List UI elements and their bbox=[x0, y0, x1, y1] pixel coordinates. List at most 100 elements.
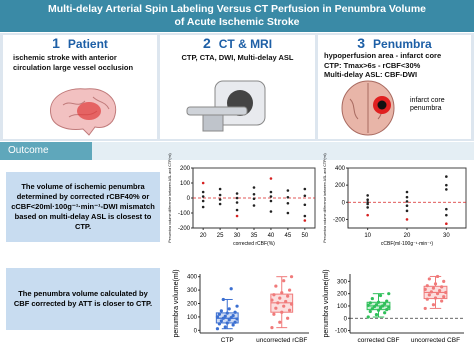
y-tick-label: 300 bbox=[187, 288, 198, 294]
y-tick-label: 300 bbox=[337, 279, 348, 285]
panel-header: 3 Penumbra bbox=[318, 35, 471, 51]
point bbox=[218, 193, 222, 197]
point bbox=[278, 320, 282, 324]
point bbox=[378, 293, 383, 298]
point bbox=[223, 314, 227, 318]
panel-title: Penumbra bbox=[373, 37, 432, 51]
point bbox=[287, 308, 292, 312]
point bbox=[431, 286, 436, 290]
x-axis-label: corrected rCBF(%) bbox=[233, 241, 275, 247]
point bbox=[366, 303, 370, 307]
y-axis-label: Penumbra volume difference between ASL a… bbox=[323, 153, 327, 242]
point bbox=[235, 214, 239, 218]
y-tick-label: 200 bbox=[337, 292, 348, 298]
point bbox=[442, 295, 446, 299]
chart: 0 100 200 300 400 penumbra volume(ml) CTP uncor… bbox=[173, 269, 309, 344]
point bbox=[368, 301, 372, 305]
point bbox=[425, 297, 429, 301]
point bbox=[376, 308, 381, 312]
panel-title: CT & MRI bbox=[218, 37, 273, 51]
point bbox=[381, 304, 385, 308]
point bbox=[289, 275, 294, 279]
point bbox=[405, 204, 409, 208]
y-tick-label: 0 bbox=[187, 196, 191, 202]
annotation: infarct core bbox=[410, 97, 445, 104]
brain-icon bbox=[50, 88, 117, 136]
point bbox=[368, 309, 372, 314]
point bbox=[385, 299, 389, 303]
x-tick-label: corrected CBF bbox=[358, 337, 400, 344]
point bbox=[405, 200, 409, 203]
point bbox=[217, 322, 222, 326]
y-tick-label: 400 bbox=[187, 275, 198, 281]
point bbox=[274, 284, 278, 288]
point bbox=[378, 306, 383, 310]
panel-header: 2 CT & MRI bbox=[160, 35, 315, 51]
point bbox=[252, 204, 256, 207]
point bbox=[201, 205, 205, 209]
point bbox=[218, 198, 222, 201]
title-line: of Acute Ischemic Stroke bbox=[174, 16, 300, 28]
point bbox=[286, 201, 290, 205]
point bbox=[280, 310, 284, 314]
point bbox=[303, 194, 307, 198]
point bbox=[370, 296, 374, 301]
point bbox=[303, 219, 307, 222]
point bbox=[218, 187, 222, 191]
point bbox=[282, 279, 286, 283]
point bbox=[272, 312, 276, 316]
point bbox=[366, 206, 369, 209]
point bbox=[219, 319, 223, 323]
point bbox=[286, 316, 290, 320]
panel-text: hypoperfusion area - infarct core bbox=[324, 51, 442, 60]
scanner-icon bbox=[186, 80, 266, 132]
point bbox=[431, 303, 436, 307]
point bbox=[201, 195, 205, 198]
point bbox=[366, 200, 369, 204]
panel-text: CTP: Tmax>6s - rCBF<30% bbox=[324, 60, 421, 70]
point bbox=[445, 183, 448, 187]
point bbox=[252, 192, 256, 196]
point bbox=[223, 325, 227, 329]
point bbox=[427, 277, 431, 281]
x-tick-label: uncorrected CBF bbox=[411, 337, 460, 344]
x-tick-label: 20 bbox=[200, 233, 207, 239]
point bbox=[435, 274, 440, 279]
point bbox=[427, 293, 431, 297]
y-tick-label: -100 bbox=[178, 211, 191, 217]
point bbox=[442, 279, 446, 283]
point bbox=[286, 211, 290, 215]
x-tick-label: 50 bbox=[301, 233, 308, 239]
x-tick-label: 35 bbox=[251, 233, 258, 239]
point bbox=[201, 199, 205, 203]
panel-text: CTP, CTA, DWI, Multi-delay ASL bbox=[181, 53, 294, 62]
point bbox=[252, 186, 256, 189]
point bbox=[405, 190, 409, 194]
point bbox=[252, 197, 256, 201]
point bbox=[445, 222, 448, 226]
point bbox=[385, 308, 389, 312]
y-axis-label: penumbra volume(ml) bbox=[173, 269, 180, 337]
point bbox=[235, 317, 239, 321]
chart: -100 0 100 200 300 penumbra volume(ml) correct… bbox=[323, 269, 464, 344]
y-tick-label: 100 bbox=[180, 181, 191, 187]
point bbox=[374, 312, 379, 317]
point bbox=[303, 214, 307, 218]
point bbox=[286, 294, 290, 298]
y-tick-label: 100 bbox=[337, 304, 348, 310]
x-tick-label: 20 bbox=[404, 233, 411, 239]
point bbox=[276, 301, 280, 305]
y-tick-label: -200 bbox=[333, 217, 346, 223]
header: Multi-delay Arterial Spin Labeling Versu… bbox=[0, 0, 474, 32]
point bbox=[269, 177, 273, 180]
point bbox=[286, 189, 290, 192]
point bbox=[221, 316, 225, 320]
point bbox=[269, 199, 273, 203]
chart: -200 0 200 400 Penumbra volume difference be… bbox=[323, 153, 467, 247]
title-line: Multi-delay Arterial Spin Labeling Versu… bbox=[47, 3, 427, 15]
point bbox=[366, 315, 370, 319]
x-tick-label: 40 bbox=[268, 233, 275, 239]
y-tick-label: 200 bbox=[187, 302, 198, 308]
panel: 1 Patient ischemic stroke with anterior c… bbox=[3, 35, 157, 139]
point bbox=[433, 282, 438, 286]
